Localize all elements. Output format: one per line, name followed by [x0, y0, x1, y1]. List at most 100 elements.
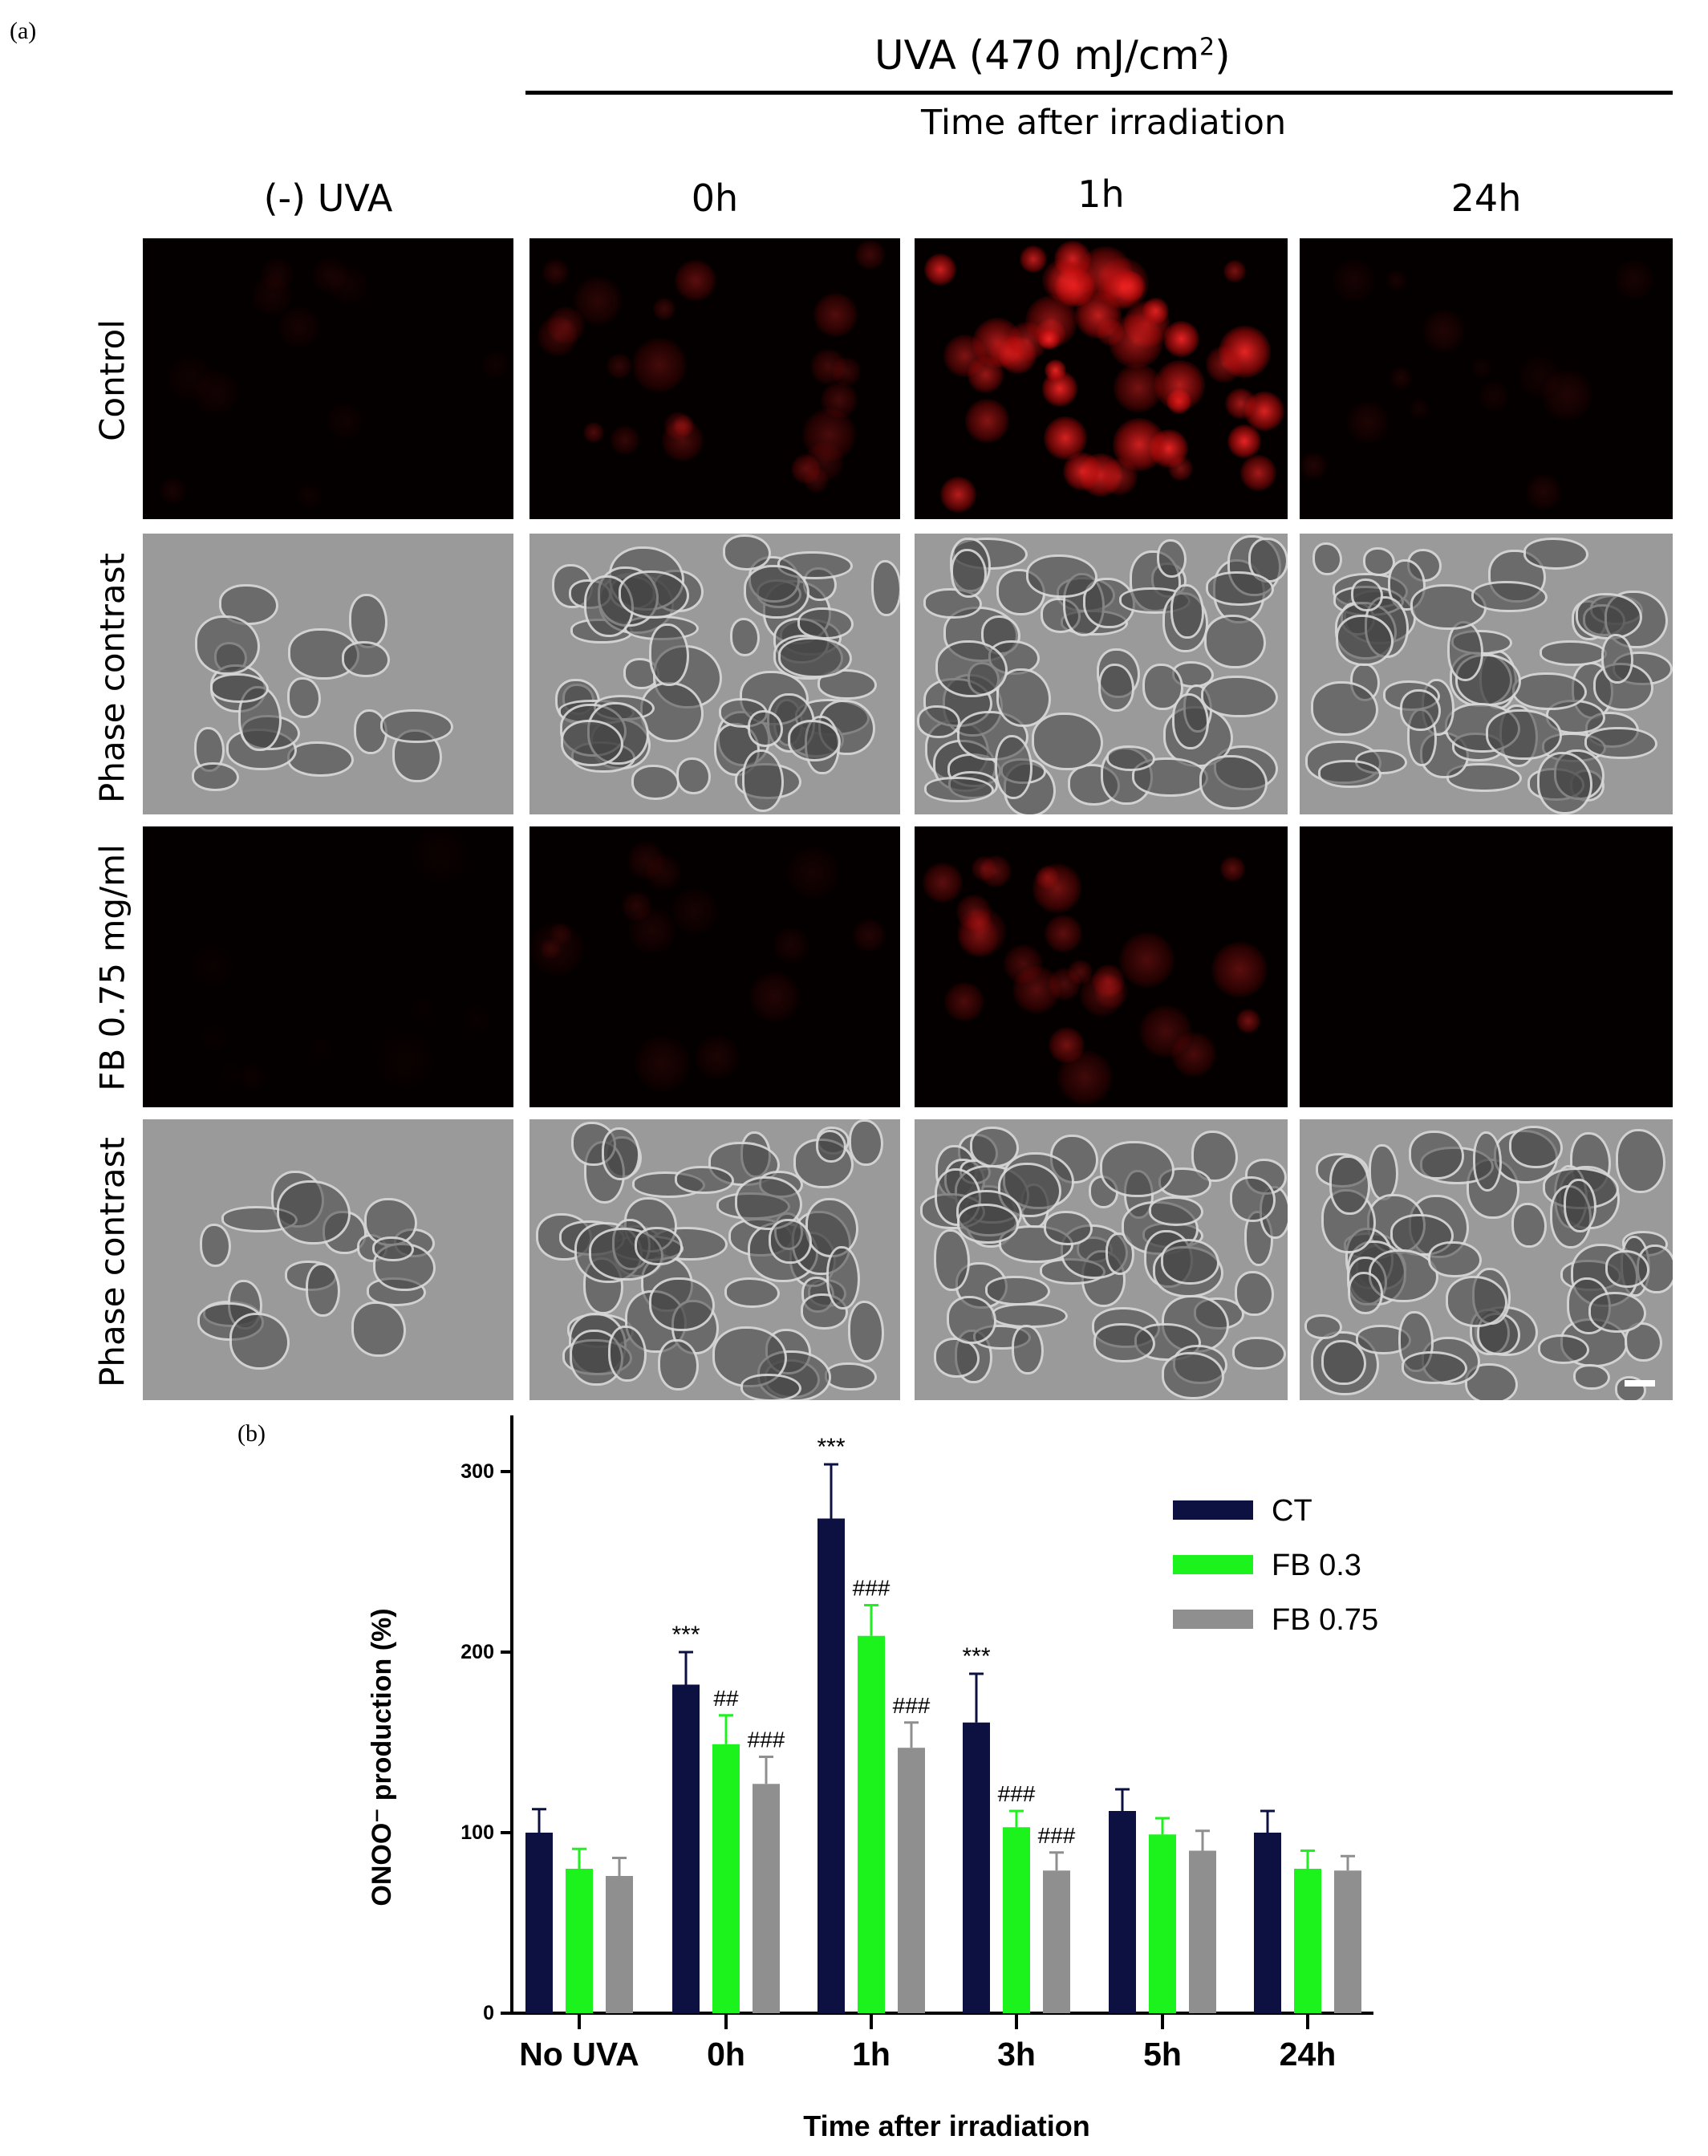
x-tick-label: 3h	[997, 2036, 1036, 2073]
bar	[1334, 1870, 1361, 2013]
bar	[817, 1518, 845, 2013]
fluorescent-cell	[1020, 246, 1047, 273]
fluorescent-cell	[1080, 972, 1125, 1017]
fluorescent-cell	[1235, 1009, 1261, 1033]
cell-outline	[1318, 760, 1381, 789]
cell-outline	[1605, 1249, 1650, 1288]
fluorescent-cell	[252, 275, 292, 315]
cell-outline	[348, 594, 387, 648]
cell-outline	[826, 1246, 861, 1310]
fluorescent-cell	[1094, 974, 1129, 1009]
fluorescent-cell	[802, 408, 856, 462]
cell-outline	[1472, 1131, 1503, 1192]
cell-outline	[923, 776, 994, 803]
fluorescent-cell	[831, 356, 861, 386]
fluorescent-cell	[632, 337, 687, 392]
significance-marker: ***	[671, 1622, 700, 1648]
uva-title-text: UVA (470 mJ/cm	[874, 32, 1200, 79]
row-label-fb-075: FB 0.75 mg/ml	[92, 844, 132, 1091]
cell-outline	[824, 1362, 877, 1391]
fluorescent-cell	[629, 907, 675, 954]
cell-outline	[618, 570, 689, 619]
cell-outline	[1447, 621, 1484, 681]
cell-outline	[740, 1374, 802, 1400]
cell-outline	[1508, 1126, 1563, 1168]
fluorescent-cell	[1519, 355, 1560, 398]
x-tick-label: 24h	[1280, 2036, 1337, 2073]
fluorescent-cell	[573, 276, 623, 326]
cell-outline	[1573, 1363, 1610, 1390]
cell-outline	[649, 623, 689, 687]
cell-outline	[734, 1176, 802, 1230]
time-after-irradiation-subtitle: Time after irradiation	[921, 103, 1287, 143]
cell-outline	[946, 1296, 997, 1345]
bar	[672, 1684, 700, 2013]
cell-outline	[305, 1263, 340, 1318]
legend-label: FB 0.75	[1272, 1603, 1378, 1637]
x-tick-label: 1h	[852, 2036, 891, 2073]
cell-outline	[1445, 1276, 1507, 1327]
fluorescent-cell	[1139, 1005, 1192, 1058]
fluorescent-cell	[312, 257, 349, 294]
cell-outline	[1232, 1336, 1287, 1370]
cell-outline	[1428, 1240, 1482, 1278]
fluorescent-cell	[1045, 914, 1083, 952]
fluorescent-cell	[278, 306, 320, 348]
cell-outline	[916, 704, 960, 738]
fluorescent-cell	[296, 483, 322, 508]
fluorescent-cell	[1409, 398, 1430, 420]
micrograph-fb-075-1h	[915, 826, 1288, 1107]
cell-outline	[635, 1226, 683, 1266]
fluorescent-cell	[1332, 259, 1375, 302]
fluorescent-cell	[971, 856, 997, 882]
cell-outline	[649, 1277, 715, 1332]
fluorescent-cell	[965, 398, 1009, 443]
significance-marker: ###	[748, 1728, 785, 1752]
cell-outline	[1536, 751, 1592, 814]
cell-outline	[1588, 1292, 1646, 1333]
bar	[1043, 1870, 1070, 2013]
cell-outline	[741, 749, 785, 812]
cell-outline	[675, 757, 711, 795]
cell-outline	[743, 564, 809, 619]
scale-bar	[1625, 1380, 1655, 1387]
fluorescent-cell	[542, 258, 569, 286]
significance-marker: ***	[817, 1434, 845, 1460]
panel-b-label: (b)	[237, 1420, 266, 1447]
legend-label: CT	[1272, 1494, 1312, 1528]
cell-outline	[1369, 1143, 1398, 1201]
cell-outline	[1512, 672, 1587, 711]
legend-label: FB 0.3	[1272, 1549, 1361, 1582]
fluorescent-cell	[1037, 327, 1061, 351]
fluorescent-cell	[646, 854, 682, 890]
cell-outline	[1170, 583, 1204, 639]
cell-outline	[935, 639, 1008, 697]
cell-outline	[1204, 615, 1266, 669]
significance-marker: ##	[713, 1686, 739, 1711]
micrograph-fb-075-0h	[529, 826, 900, 1107]
micrograph-phase-contrast-fb-24h	[1300, 1119, 1673, 1400]
fluorescent-cell	[749, 971, 800, 1022]
cell-outline	[933, 1337, 980, 1378]
cell-outline	[277, 1180, 351, 1244]
cell-outline	[1615, 1128, 1665, 1193]
panel-a-label: (a)	[10, 18, 37, 44]
bar	[1254, 1833, 1281, 2013]
cell-outline	[1575, 592, 1643, 639]
cell-outline	[1601, 634, 1633, 684]
significance-marker: ###	[1038, 1823, 1076, 1848]
cell-outline	[286, 741, 354, 777]
significance-marker: ###	[893, 1693, 931, 1718]
fluorescent-cell	[1168, 456, 1194, 481]
cell-outline	[1471, 580, 1548, 612]
cell-outline	[1105, 1232, 1134, 1276]
cell-outline	[1321, 1339, 1366, 1386]
onoo-production-chart: 0 100 200 300 ONOO⁻ production (%) Time after…	[367, 1415, 1378, 2142]
cell-outline	[1351, 579, 1383, 612]
bar	[898, 1748, 925, 2013]
row-label-phase-contrast-1: Phase contrast	[92, 553, 132, 803]
fluorescent-cell	[1092, 964, 1126, 997]
cell-outline	[1230, 1175, 1276, 1222]
cell-outline	[817, 668, 877, 700]
fluorescent-cell	[1541, 369, 1592, 420]
